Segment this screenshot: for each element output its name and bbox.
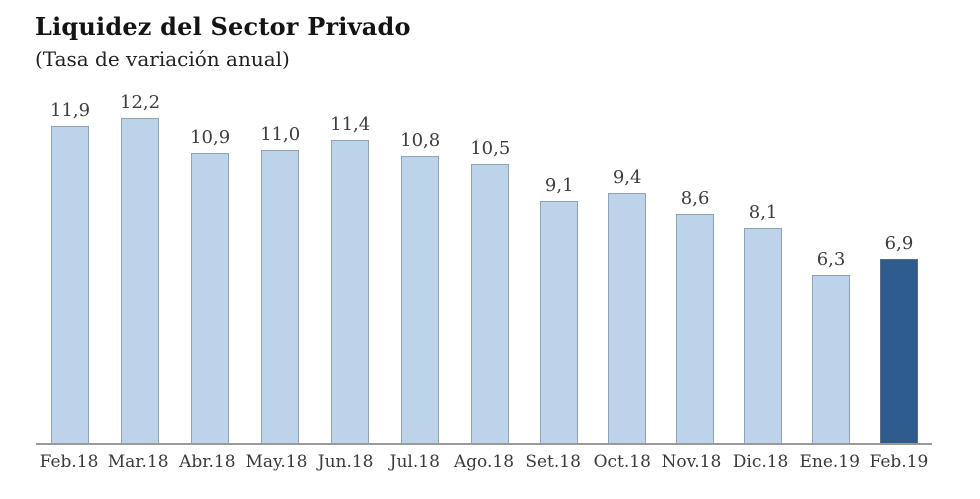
x-axis-label-text: Mar.18	[107, 452, 169, 472]
chart-subtitle: (Tasa de variación anual)	[35, 47, 290, 71]
x-axis-label-text: Nov.18	[661, 452, 722, 472]
x-axis-label: Nov.18	[662, 452, 722, 472]
bar-slot: 10,8	[400, 130, 440, 443]
bar-abr-18	[191, 153, 230, 443]
x-axis-label: Jun.18	[318, 452, 374, 472]
bar-jul-18	[401, 156, 440, 443]
x-axis-label-text: Feb.18	[39, 452, 99, 472]
x-axis-label-text: Abr.18	[179, 452, 236, 472]
x-axis-label: Ene.19	[799, 452, 859, 472]
x-axis-line	[36, 443, 932, 445]
bar-value-label: 11,9	[50, 100, 91, 121]
x-axis-label: Dic.18	[733, 452, 789, 472]
bar-value-label: 9,1	[544, 175, 574, 196]
bar-dic-18	[744, 228, 783, 443]
x-axis-labels: Feb.18 Mar.18 Abr.18 May.18 Jun.18 Jul.18 Ago.…	[40, 452, 929, 472]
x-axis-label-text: May.18	[245, 452, 308, 472]
x-axis-label: Abr.18	[179, 452, 235, 472]
bar-slot: 9,1	[540, 175, 579, 443]
x-axis-label-text: Dic.18	[732, 452, 789, 472]
x-axis-label-text: Feb.19	[869, 452, 929, 472]
bar-value-label: 9,4	[612, 167, 642, 188]
x-axis-label: May.18	[246, 452, 308, 472]
bar-chart-plot-area: 11,9 12,2 10,9 11,0 11,4 10,8 10,5 9,1 9,4 8,6 8,1…	[50, 92, 918, 443]
bar-slot: 11,0	[260, 124, 300, 443]
bar-value-label: 11,0	[260, 124, 301, 145]
bar-value-label: 10,8	[400, 130, 441, 151]
x-axis-label: Feb.19	[869, 452, 928, 472]
bar-value-label: 10,9	[190, 127, 231, 148]
bar-slot: 9,4	[608, 167, 647, 443]
x-axis-label: Mar.18	[108, 452, 169, 472]
x-axis-label-text: Oct.18	[593, 452, 651, 472]
x-axis-label-text: Jul.18	[389, 452, 440, 472]
bar-nov-18	[676, 214, 715, 443]
bar-value-label: 12,2	[120, 92, 161, 113]
x-axis-label: Ago.18	[454, 452, 514, 472]
bar-set-18	[540, 201, 579, 443]
bar-value-label: 8,6	[680, 188, 710, 209]
x-axis-label-text: Ene.19	[799, 452, 860, 472]
bar-ene-19	[812, 275, 851, 443]
bar-value-label: 11,4	[330, 114, 371, 135]
bar-value-label: 10,5	[470, 138, 511, 159]
x-axis-label-text: Jun.18	[317, 452, 374, 472]
bar-value-label: 6,9	[884, 233, 914, 254]
chart-title: Liquidez del Sector Privado	[35, 12, 411, 41]
bar-feb-19	[879, 259, 918, 443]
x-axis-label: Feb.18	[40, 452, 99, 472]
bar-slot: 8,1	[744, 202, 783, 443]
x-axis-label-text: Set.18	[525, 452, 581, 472]
bar-slot: 11,4	[330, 114, 370, 443]
x-axis-label: Oct.18	[594, 452, 651, 472]
bar-value-label: 6,3	[816, 249, 846, 270]
bar-feb-18	[51, 126, 90, 443]
bar-value-label: 8,1	[748, 202, 778, 223]
bar-oct-18	[608, 193, 647, 443]
bar-slot: 8,6	[676, 188, 715, 443]
x-axis-label: Jul.18	[390, 452, 440, 472]
bar-may-18	[261, 150, 300, 443]
bar-slot: 10,9	[190, 127, 230, 443]
x-axis-label-text: Ago.18	[453, 452, 515, 472]
bar-slot: 12,2	[120, 92, 160, 443]
x-axis-label: Set.18	[525, 452, 581, 472]
bar-slot: 10,5	[470, 138, 510, 443]
bar-jun-18	[331, 140, 370, 443]
bar-ago-18	[471, 164, 510, 443]
bar-mar-18	[121, 118, 160, 443]
bar-slot: 11,9	[50, 100, 90, 443]
bar-slot: 6,9	[879, 233, 918, 443]
bar-slot: 6,3	[812, 249, 851, 443]
